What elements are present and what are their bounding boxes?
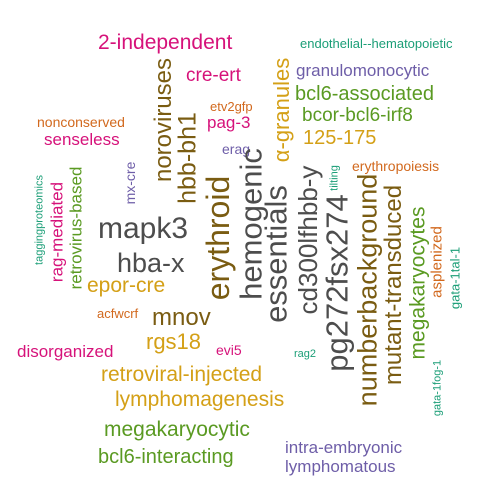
word-retroviral-injected: retroviral-injected [101,363,263,386]
word-hba-x: hba-x [117,248,185,278]
word-mx-cre: mx-cre [122,161,138,205]
word-endothelial-hematopoietic: endothelial--hematopoietic [300,36,453,51]
word-erythroid: erythroid [200,175,236,301]
word-bcl6-associated: bcl6-associated [295,83,434,105]
word-hbb-bh1: hbb-bh1 [173,112,202,204]
word-nonconserved: nonconserved [37,114,125,130]
word-rag-mediated: rag-mediated [47,181,67,283]
word-rgs18: rgs18 [146,329,202,354]
word-mnov: mnov [152,304,211,331]
word-essentials: essentials [258,185,294,323]
word-granulomonocytic: granulomonocytic [296,61,430,80]
word-acfwcrf: acfwcrf [97,306,139,321]
word-bcl6-interacting: bcl6-interacting [98,446,234,468]
word-pag-3: pag-3 [207,113,251,132]
word-cre-ert: cre-ert [186,65,241,86]
word-gata-1fog-1: gata-1fog-1 [431,359,444,417]
word-tilting: tilting [328,165,341,191]
word-bcor-bcl6-irf8: bcor-bcl6-irf8 [302,105,413,126]
word-epor-cre: epor-cre [87,274,166,297]
word-erag: erag [222,141,251,157]
word-pg272fsx274: pg272fsx274 [319,194,355,372]
word-retrovirus-based: retrovirus-based [66,166,86,290]
word-mapk3: mapk3 [98,212,189,245]
word-gata-1tal-1: gata-1tal-1 [447,246,463,310]
word-alpha-granules: α-granules [269,57,294,163]
word-erythropoiesis: erythropoiesis [352,158,440,174]
word-cd300lfhbb-y: cd300lfhbb-y [293,165,323,315]
word-taggingproteomics: taggingproteomics [33,175,46,265]
word-lymphomagenesis: lymphomagenesis [115,388,285,411]
word-asplenized: asplenized [428,226,446,298]
word-disorganized: disorganized [17,342,114,361]
word-senseless: senseless [44,130,120,149]
word-mutant-transduced: mutant-transduced [380,184,407,386]
word-noroviruses: noroviruses [150,57,177,183]
word-125-175: 125-175 [303,127,377,149]
word-evi5: evi5 [216,342,242,358]
word-megakaryocytic: megakaryocytic [104,418,250,441]
word-rag2: rag2 [294,348,317,360]
word-etv2gfp: etv2gfp [210,99,253,114]
word-numberbackground: numberbackground [352,173,383,407]
word-intra-embryonic: intra-embryonic [285,438,403,457]
word-lymphomatous: lymphomatous [285,457,396,476]
word-2-independent: 2-independent [98,31,233,54]
word-megakaryocytes: megakaryocytes [406,206,430,360]
